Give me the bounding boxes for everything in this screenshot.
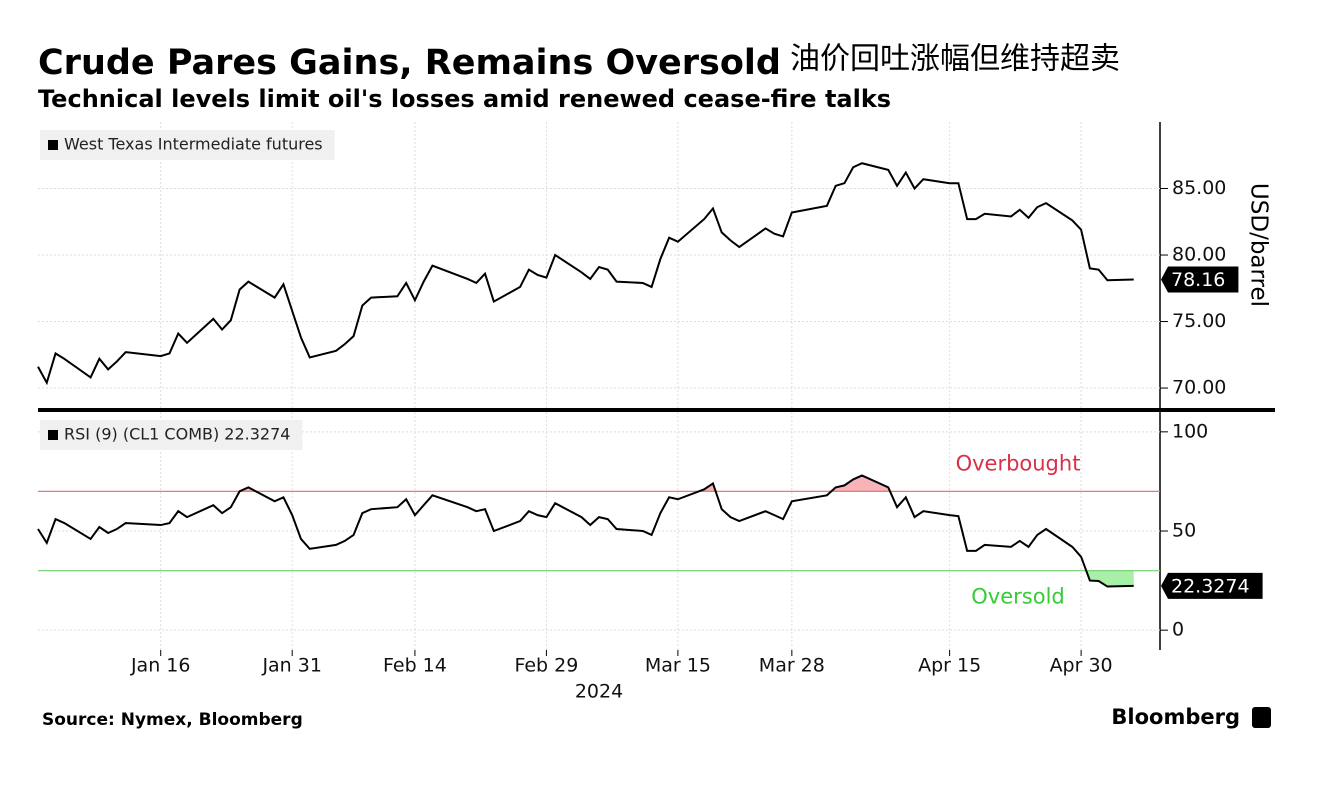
value-tag — [1161, 572, 1263, 599]
y-tick-label: 0 — [1172, 619, 1184, 641]
legend-label: RSI (9) (CL1 COMB) 22.3274 — [64, 425, 290, 444]
value-tag — [1161, 266, 1239, 293]
value-label: 22.3274 — [1171, 575, 1250, 597]
x-tick-label: Feb 29 — [514, 655, 578, 677]
chart-title-cn: 油价回吐涨幅但维持超卖 — [790, 42, 1120, 77]
y-axis-label: USD/barrel — [1246, 183, 1272, 307]
y-tick-label: 75.00 — [1172, 310, 1226, 332]
y-tick-label: 70.00 — [1172, 377, 1226, 399]
level-label: Oversold — [971, 585, 1064, 609]
y-tick-label: 100 — [1172, 420, 1208, 442]
brand-icon — [1252, 707, 1271, 728]
x-tick-label: Feb 14 — [383, 655, 447, 677]
legend-swatch — [48, 430, 58, 440]
x-tick-label: Apr 15 — [918, 655, 981, 677]
brand: Bloomberg — [1111, 705, 1240, 729]
line — [37, 162, 1134, 386]
x-tick-label: Mar 28 — [759, 655, 825, 677]
level-label: Overbought — [956, 451, 1081, 475]
y-tick-label: 80.00 — [1172, 244, 1226, 266]
legend-box — [40, 420, 303, 450]
value-label: 78.16 — [1171, 269, 1225, 291]
x-tick-label: Jan 31 — [261, 655, 322, 677]
legend-swatch — [48, 140, 58, 150]
level-shade — [38, 475, 1134, 492]
x-tick-label: Apr 30 — [1050, 655, 1113, 677]
x-tick-label: Jan 16 — [130, 655, 191, 677]
legend-label: West Texas Intermediate futures — [64, 135, 323, 154]
legend-box — [40, 130, 335, 160]
source: Source: Nymex, Bloomberg — [42, 710, 303, 730]
x-tick-label: Mar 15 — [645, 655, 711, 677]
chart-title: Crude Pares Gains, Remains Oversold — [38, 43, 781, 83]
line — [37, 474, 1134, 588]
x-axis-label: 2024 — [575, 681, 623, 703]
y-tick-label: 85.00 — [1172, 177, 1226, 199]
chart-subtitle: Technical levels limit oil's losses amid… — [38, 85, 891, 113]
y-tick-label: 50 — [1172, 520, 1196, 542]
